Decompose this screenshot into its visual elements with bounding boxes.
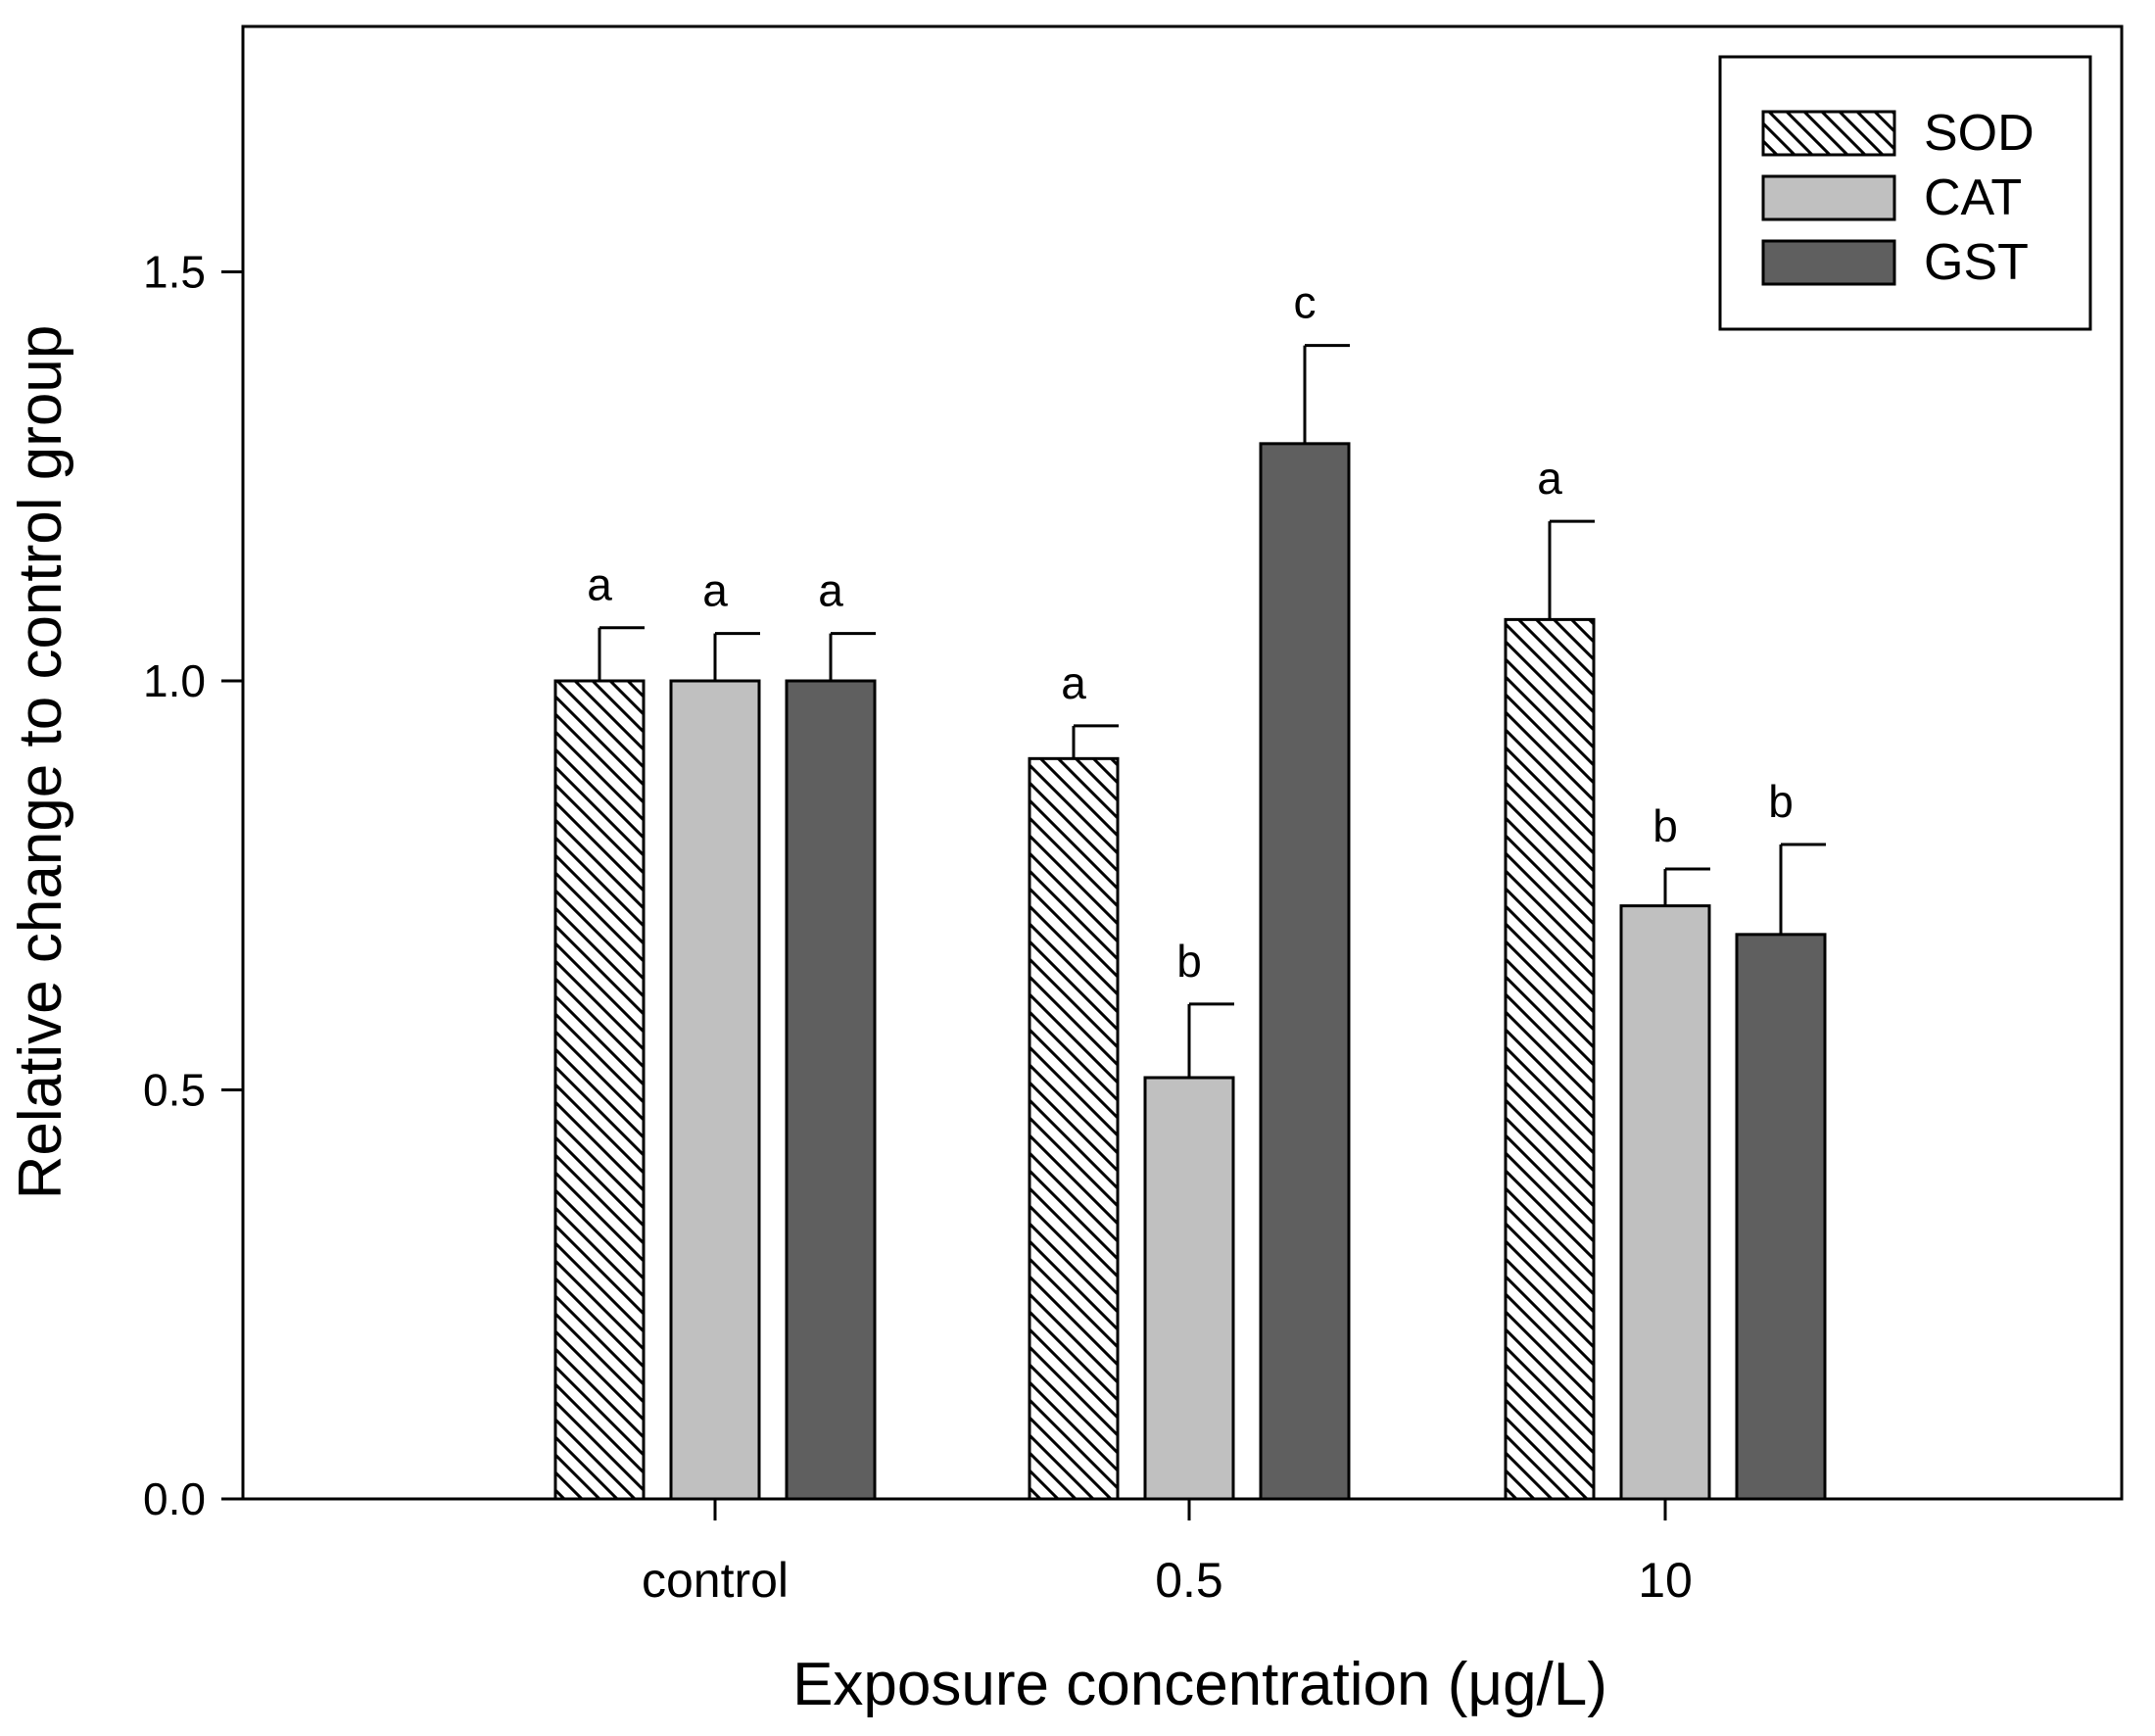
x-tick-label: 10	[1638, 1553, 1693, 1608]
y-tick-label: 0.5	[143, 1065, 206, 1116]
significance-label: a	[587, 559, 612, 610]
series-gst: a c b	[785, 277, 1827, 1501]
x-axis: control 0.5 10	[642, 1499, 1693, 1608]
legend-swatch-sod	[1761, 110, 1896, 157]
bar-gst	[1259, 442, 1351, 1501]
series-cat: a b b	[669, 565, 1711, 1501]
significance-label: a	[702, 565, 728, 616]
y-axis: 0.0 0.5 1.0 1.5	[143, 247, 243, 1524]
bar-sod	[1028, 756, 1120, 1501]
significance-label: b	[1176, 936, 1202, 987]
bar-cat	[1143, 1076, 1235, 1501]
y-axis-title: Relative change to control group	[7, 325, 74, 1200]
significance-label: c	[1294, 277, 1317, 328]
y-tick-label: 1.5	[143, 247, 206, 298]
significance-label: a	[818, 565, 843, 616]
legend-label-gst: GST	[1924, 234, 2029, 291]
y-tick-label: 1.0	[143, 655, 206, 706]
x-tick-label: control	[642, 1553, 789, 1608]
bar-sod	[1504, 617, 1596, 1501]
significance-label: a	[1537, 453, 1562, 504]
bar-cat	[1619, 904, 1711, 1501]
series-sod: a a a	[553, 453, 1596, 1501]
significance-label: a	[1061, 657, 1086, 708]
bar-cat	[669, 679, 761, 1501]
bar-gst	[1735, 933, 1827, 1501]
bar-sod	[553, 679, 646, 1501]
x-axis-title: Exposure concentration (μg/L)	[792, 1651, 1607, 1718]
legend-swatch-cat	[1761, 174, 1896, 221]
y-tick-label: 0.0	[143, 1473, 206, 1524]
x-tick-label: 0.5	[1155, 1553, 1223, 1608]
bar-gst	[785, 679, 877, 1501]
legend-label-cat: CAT	[1924, 169, 2022, 226]
legend-swatch-gst	[1761, 239, 1896, 286]
significance-label: b	[1768, 776, 1794, 827]
significance-label: b	[1652, 800, 1678, 851]
legend-label-sod: SOD	[1924, 105, 2035, 162]
bar-series-group: a a a a b b a c b	[553, 277, 1827, 1501]
legend: SOD CAT GST	[1718, 55, 2092, 331]
